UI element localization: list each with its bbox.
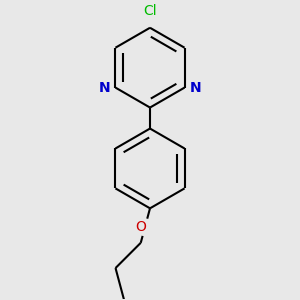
Text: Cl: Cl <box>143 4 157 18</box>
Text: N: N <box>99 81 110 94</box>
Text: O: O <box>135 220 146 234</box>
Text: N: N <box>190 81 201 94</box>
